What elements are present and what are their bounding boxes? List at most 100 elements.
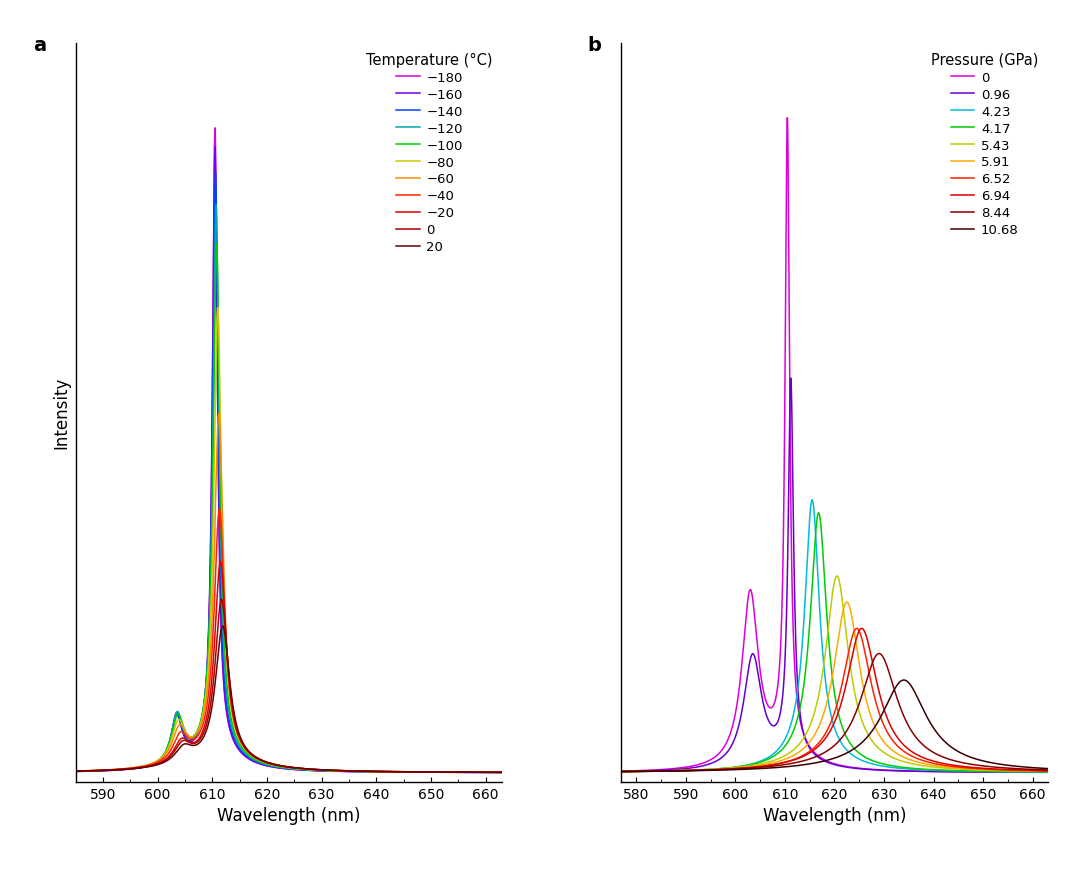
0.96: [797, 729, 810, 740]
−40: [69, 766, 82, 776]
Line: 20: 20: [76, 627, 502, 773]
0: [1041, 767, 1054, 778]
Legend: 0, 0.96, 4.23, 4.17, 5.43, 5.91, 6.52, 6.94, 8.44, 10.68: 0, 0.96, 4.23, 4.17, 5.43, 5.91, 6.52, 6…: [926, 48, 1043, 242]
10.68: [615, 766, 627, 777]
Line: 6.94: 6.94: [621, 628, 1048, 772]
5.43: [1041, 766, 1054, 777]
−40: [272, 760, 285, 771]
20: [248, 752, 261, 762]
−120: [210, 201, 222, 211]
6.94: [794, 753, 807, 763]
−80: [483, 767, 496, 778]
Line: −20: −20: [76, 562, 502, 773]
−180: [252, 759, 265, 769]
10.68: [1007, 761, 1020, 772]
−160: [272, 763, 285, 773]
−120: [379, 766, 392, 777]
−80: [69, 766, 82, 777]
−60: [461, 767, 474, 778]
6.94: [855, 623, 868, 634]
4.17: [794, 701, 807, 712]
Line: 5.91: 5.91: [621, 602, 1048, 772]
0.96: [1028, 767, 1041, 778]
8.44: [1007, 763, 1020, 773]
0: [483, 767, 496, 778]
−40: [483, 767, 496, 778]
6.94: [1028, 766, 1041, 776]
8.44: [1028, 765, 1041, 775]
−60: [252, 753, 265, 764]
−180: [379, 766, 392, 777]
−80: [252, 754, 265, 765]
6.52: [850, 623, 863, 634]
6.52: [794, 752, 807, 762]
−60: [483, 767, 496, 778]
−60: [213, 409, 226, 420]
10.68: [794, 760, 807, 771]
Line: 5.43: 5.43: [621, 576, 1048, 772]
Y-axis label: Intensity: Intensity: [52, 376, 70, 449]
10.68: [924, 719, 937, 729]
Line: 0: 0: [621, 118, 1048, 773]
−20: [461, 767, 474, 778]
−120: [69, 766, 82, 777]
−180: [483, 767, 496, 778]
6.94: [818, 735, 831, 746]
10.68: [897, 675, 910, 686]
−180: [461, 767, 474, 778]
4.23: [615, 766, 627, 777]
6.94: [797, 751, 810, 761]
−100: [211, 239, 224, 249]
Line: 6.52: 6.52: [621, 628, 1048, 772]
10.68: [1028, 763, 1041, 773]
0.96: [818, 756, 831, 766]
−120: [272, 762, 285, 773]
−100: [379, 766, 392, 777]
Line: 0: 0: [76, 600, 502, 773]
20: [272, 760, 285, 771]
−160: [461, 767, 474, 778]
20: [252, 753, 265, 764]
10.68: [797, 760, 810, 770]
−80: [248, 753, 261, 763]
−20: [248, 753, 261, 763]
0: [461, 767, 474, 778]
0: [272, 760, 285, 771]
4.17: [797, 680, 810, 691]
−140: [483, 767, 496, 778]
Line: −180: −180: [76, 129, 502, 773]
−140: [210, 169, 222, 179]
5.91: [1028, 766, 1041, 776]
−60: [272, 760, 285, 771]
Text: b: b: [588, 36, 602, 55]
−80: [212, 303, 225, 314]
0: [248, 752, 261, 762]
10.68: [1041, 764, 1054, 774]
−20: [379, 766, 392, 777]
5.43: [1028, 766, 1041, 777]
Line: −100: −100: [76, 244, 502, 773]
−40: [252, 753, 265, 764]
Line: −120: −120: [76, 206, 502, 773]
6.94: [1041, 766, 1054, 776]
0: [818, 754, 831, 765]
−20: [69, 766, 82, 777]
−20: [214, 557, 227, 567]
8.44: [615, 766, 627, 777]
−160: [252, 758, 265, 768]
0: [496, 767, 509, 778]
6.52: [818, 731, 831, 741]
−60: [496, 767, 509, 778]
−100: [69, 766, 82, 777]
10.68: [818, 756, 831, 766]
4.17: [1007, 766, 1020, 777]
6.52: [1041, 766, 1054, 776]
−100: [483, 767, 496, 778]
−40: [379, 766, 392, 777]
−100: [272, 761, 285, 772]
20: [216, 621, 229, 632]
5.91: [797, 743, 810, 753]
−20: [252, 754, 265, 765]
0: [252, 753, 265, 764]
Line: 4.17: 4.17: [621, 514, 1048, 772]
